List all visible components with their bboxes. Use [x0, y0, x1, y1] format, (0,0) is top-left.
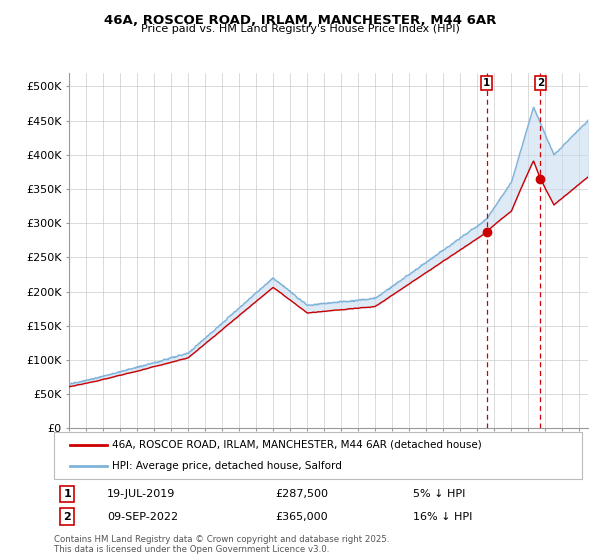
Text: 46A, ROSCOE ROAD, IRLAM, MANCHESTER, M44 6AR (detached house): 46A, ROSCOE ROAD, IRLAM, MANCHESTER, M44…	[112, 440, 482, 450]
Text: 2: 2	[64, 512, 71, 521]
Text: £365,000: £365,000	[276, 512, 328, 521]
Text: £287,500: £287,500	[276, 489, 329, 499]
Text: 19-JUL-2019: 19-JUL-2019	[107, 489, 175, 499]
Text: 1: 1	[64, 489, 71, 499]
Text: 16% ↓ HPI: 16% ↓ HPI	[413, 512, 472, 521]
Text: Price paid vs. HM Land Registry's House Price Index (HPI): Price paid vs. HM Land Registry's House …	[140, 24, 460, 34]
Text: Contains HM Land Registry data © Crown copyright and database right 2025.
This d: Contains HM Land Registry data © Crown c…	[54, 535, 389, 554]
Text: 2: 2	[537, 78, 544, 88]
Text: 1: 1	[483, 78, 490, 88]
Text: HPI: Average price, detached house, Salford: HPI: Average price, detached house, Salf…	[112, 461, 342, 472]
Text: 5% ↓ HPI: 5% ↓ HPI	[413, 489, 466, 499]
Text: 09-SEP-2022: 09-SEP-2022	[107, 512, 178, 521]
Text: 46A, ROSCOE ROAD, IRLAM, MANCHESTER, M44 6AR: 46A, ROSCOE ROAD, IRLAM, MANCHESTER, M44…	[104, 14, 496, 27]
